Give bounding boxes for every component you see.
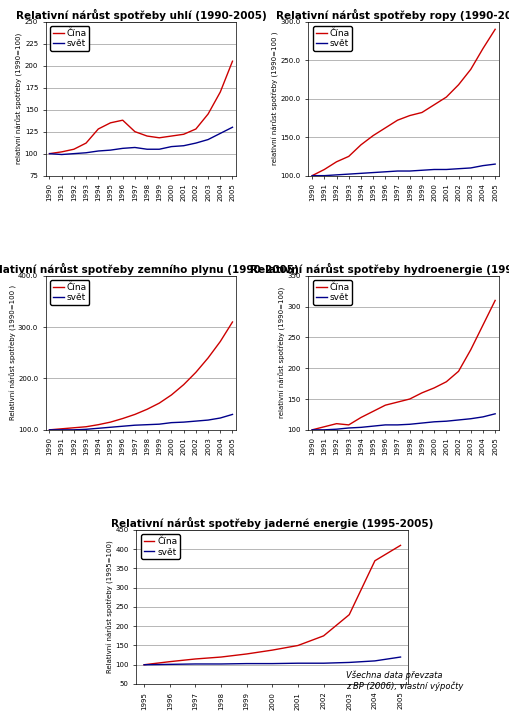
Y-axis label: Relativní nárůst spotřeby (1990=100 ): Relativní nárůst spotřeby (1990=100 )	[9, 285, 16, 420]
Legend: Čína, svět: Čína, svět	[313, 26, 352, 51]
Legend: Čína, svět: Čína, svět	[50, 280, 90, 305]
Title: Relativní nárůst spotřeby uhlí (1990-2005): Relativní nárůst spotřeby uhlí (1990-200…	[16, 9, 266, 21]
Legend: Čína, svět: Čína, svět	[50, 26, 90, 51]
Title: Relativní nárůst spotřeby zemního plynu (1990-2005): Relativní nárůst spotřeby zemního plynu …	[0, 263, 298, 275]
Title: Relativní nárůst spotřeby jaderné energie (1995-2005): Relativní nárůst spotřeby jaderné energi…	[111, 517, 434, 529]
Y-axis label: relativní nárůst spotřeby (1990=100): relativní nárůst spotřeby (1990=100)	[279, 287, 286, 418]
Legend: Čína, svět: Čína, svět	[141, 534, 180, 559]
Y-axis label: relativní nárůst spotřeby (1990=100): relativní nárůst spotřeby (1990=100)	[16, 33, 23, 164]
Title: Relativní nárůst spotřeby ropy (1990-2005): Relativní nárůst spotřeby ropy (1990-200…	[276, 9, 509, 21]
Title: Relativní nárůst spotřeby hydroenergie (1990-2005): Relativní nárůst spotřeby hydroenergie (…	[250, 263, 509, 275]
Y-axis label: Relativní nárůst spotřeby (1995=100): Relativní nárůst spotřeby (1995=100)	[107, 541, 114, 673]
Text: Všechna data převzata
z BP (2006), vlastní výpočty: Všechna data převzata z BP (2006), vlast…	[346, 671, 464, 691]
Y-axis label: relativní nárůst spotřeby (1990=100 ): relativní nárůst spotřeby (1990=100 )	[272, 32, 279, 166]
Legend: Čína, svět: Čína, svět	[313, 280, 352, 305]
